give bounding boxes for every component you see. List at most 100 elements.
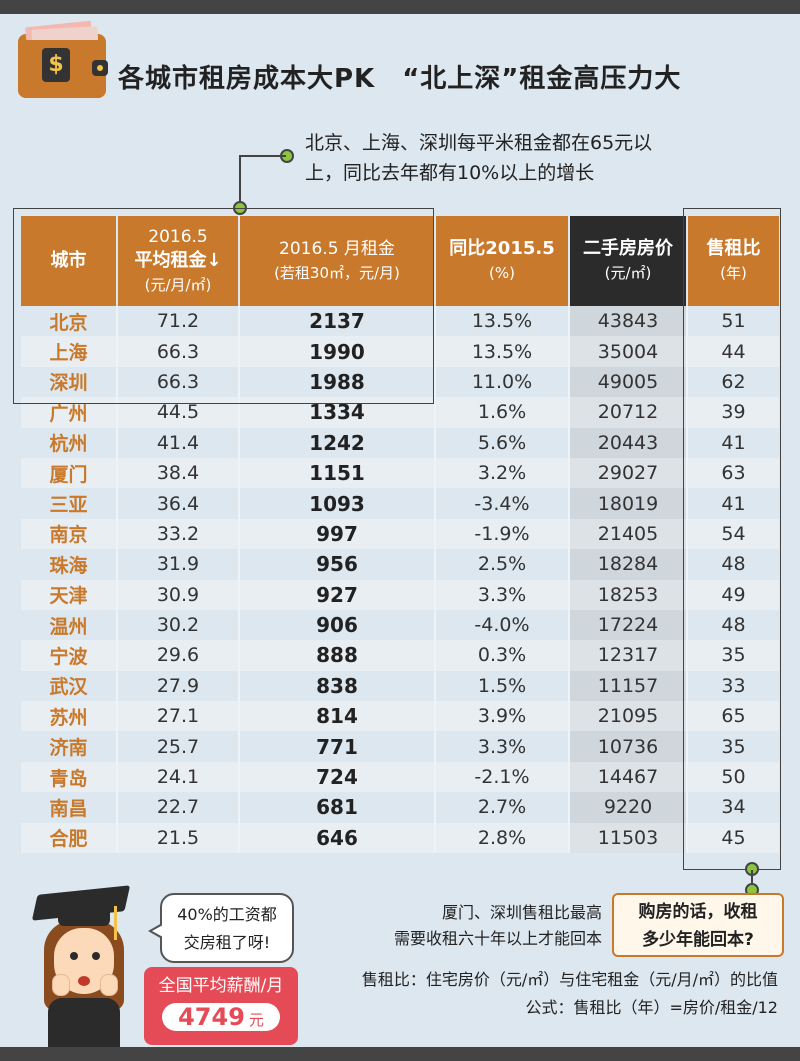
cell-yoy: 1.5% [435, 670, 570, 702]
table-row: 苏州 27.1 814 3.9% 21095 65 [21, 701, 779, 732]
cell-ratio: 49 [687, 579, 779, 610]
cell-yoy: 11.0% [435, 366, 570, 398]
student-girl-illustration [30, 880, 140, 1050]
cell-avg-rent: 66.3 [117, 366, 240, 398]
table-row: 北京 71.2 2137 13.5% 43843 51 [21, 306, 779, 337]
cell-avg-rent: 71.2 [117, 306, 240, 337]
shirt [48, 998, 120, 1048]
header-yoy-l1: 同比2015.5 [449, 238, 555, 259]
cell-ratio: 45 [687, 822, 779, 854]
cell-avg-rent: 36.4 [117, 488, 240, 519]
cell-city: 上海 [21, 336, 118, 367]
formula-line1: 售租比：住宅房价（元/㎡）与住宅租金（元/月/㎡）的比值 [361, 970, 778, 989]
header-avg-rent-l3: (元/月/㎡) [144, 276, 212, 294]
table-row: 深圳 66.3 1988 11.0% 49005 62 [21, 366, 779, 398]
header-yoy: 同比2015.5 (%) [435, 216, 570, 306]
cell-house-price: 20712 [569, 397, 688, 428]
cell-house-price: 9220 [569, 792, 688, 823]
cell-ratio: 41 [687, 488, 779, 519]
cell-month-rent: 724 [239, 761, 436, 793]
cell-month-rent: 814 [239, 701, 436, 732]
wallet-icon: $ [18, 20, 108, 98]
cap-tassel [114, 906, 117, 940]
cell-yoy: 5.6% [435, 427, 570, 458]
note-top-line2: 上，同比去年都有10%以上的增长 [305, 162, 595, 184]
cell-city: 厦门 [21, 457, 118, 489]
cell-city: 宁波 [21, 640, 118, 671]
cell-house-price: 10736 [569, 731, 688, 762]
cell-month-rent: 1990 [239, 336, 436, 367]
cell-avg-rent: 38.4 [117, 457, 240, 489]
cell-city: 青岛 [21, 761, 118, 793]
header-month-rent: 2016.5 月租金 (若租30㎡，元/月) [239, 216, 436, 306]
cell-city: 合肥 [21, 822, 118, 854]
cell-yoy: -3.4% [435, 488, 570, 519]
cell-yoy: -4.0% [435, 609, 570, 641]
cell-ratio: 48 [687, 609, 779, 641]
cell-ratio: 39 [687, 397, 779, 428]
table-row: 三亚 36.4 1093 -3.4% 18019 41 [21, 488, 779, 519]
cell-yoy: -2.1% [435, 761, 570, 793]
hand [100, 974, 118, 996]
header-city: 城市 [21, 216, 118, 306]
connector-line [240, 155, 286, 157]
table-row: 济南 25.7 771 3.3% 10736 35 [21, 731, 779, 762]
question-box: 购房的话，收租 多少年能回本? [612, 893, 784, 957]
cell-month-rent: 927 [239, 579, 436, 610]
cell-city: 深圳 [21, 366, 118, 398]
table-row: 武汉 27.9 838 1.5% 11157 33 [21, 670, 779, 702]
salary-label: 全国平均薪酬/月 [158, 976, 284, 996]
table-row: 厦门 38.4 1151 3.2% 29027 63 [21, 457, 779, 489]
hand [52, 974, 70, 996]
mouth [78, 976, 90, 986]
cell-ratio: 35 [687, 731, 779, 762]
cell-yoy: 13.5% [435, 336, 570, 367]
table-body: 北京 71.2 2137 13.5% 43843 51 上海 66.3 1990 13.5% 350… [21, 306, 779, 854]
cell-ratio: 48 [687, 549, 779, 580]
cell-month-rent: 906 [239, 609, 436, 641]
cell-avg-rent: 27.9 [117, 670, 240, 702]
cell-city: 苏州 [21, 701, 118, 732]
header-month-rent-l2: (若租30㎡，元/月) [274, 264, 400, 282]
cell-city: 温州 [21, 609, 118, 641]
cell-city: 武汉 [21, 670, 118, 702]
header-yoy-l2: (%) [489, 264, 515, 282]
cell-month-rent: 1242 [239, 427, 436, 458]
cell-yoy: 3.2% [435, 457, 570, 489]
note-bottom-line1: 厦门、深圳售租比最高 [441, 903, 602, 922]
connector-line [751, 870, 753, 892]
table-row: 天津 30.9 927 3.3% 18253 49 [21, 579, 779, 610]
cell-city: 南昌 [21, 792, 118, 823]
wallet-clasp [92, 60, 108, 76]
bubble-line1: 40%的工资都 [177, 905, 277, 924]
highlight-frame-top-cities [12, 208, 434, 404]
note-top-line1: 北京、上海、深圳每平米租金都在65元以 [305, 132, 653, 154]
cell-month-rent: 1151 [239, 457, 436, 489]
cell-city: 南京 [21, 518, 118, 550]
cell-ratio: 51 [687, 306, 779, 337]
table-header-row: 城市 2016.5 平均租金↓ (元/月/㎡) 2016.5 月租金 (若租30… [21, 216, 779, 306]
cell-city: 三亚 [21, 488, 118, 519]
question-line1: 购房的话，收租 [638, 902, 758, 922]
question-line2: 多少年能回本? [642, 930, 754, 950]
table-row: 上海 66.3 1990 13.5% 35004 44 [21, 336, 779, 367]
header: $ 各城市租房成本大PK “北上深”租金高压力大 [18, 20, 788, 128]
cell-yoy: 1.6% [435, 397, 570, 428]
cell-house-price: 29027 [569, 457, 688, 489]
cell-city: 北京 [21, 306, 118, 337]
table-row: 青岛 24.1 724 -2.1% 14467 50 [21, 761, 779, 793]
bubble-line2: 交房租了呀! [183, 933, 271, 952]
cell-avg-rent: 24.1 [117, 761, 240, 793]
header-ratio-l2: (年) [720, 264, 747, 282]
cell-yoy: 3.9% [435, 701, 570, 732]
cell-house-price: 14467 [569, 761, 688, 793]
header-month-rent-l1: 2016.5 月租金 [279, 239, 395, 259]
cell-month-rent: 1093 [239, 488, 436, 519]
salary-value-wrap: 4749 元 [162, 1003, 280, 1031]
table-row: 杭州 41.4 1242 5.6% 20443 41 [21, 427, 779, 458]
cell-ratio: 62 [687, 366, 779, 398]
cell-house-price: 20443 [569, 427, 688, 458]
cell-ratio: 54 [687, 518, 779, 550]
cell-house-price: 17224 [569, 609, 688, 641]
cell-month-rent: 838 [239, 670, 436, 702]
